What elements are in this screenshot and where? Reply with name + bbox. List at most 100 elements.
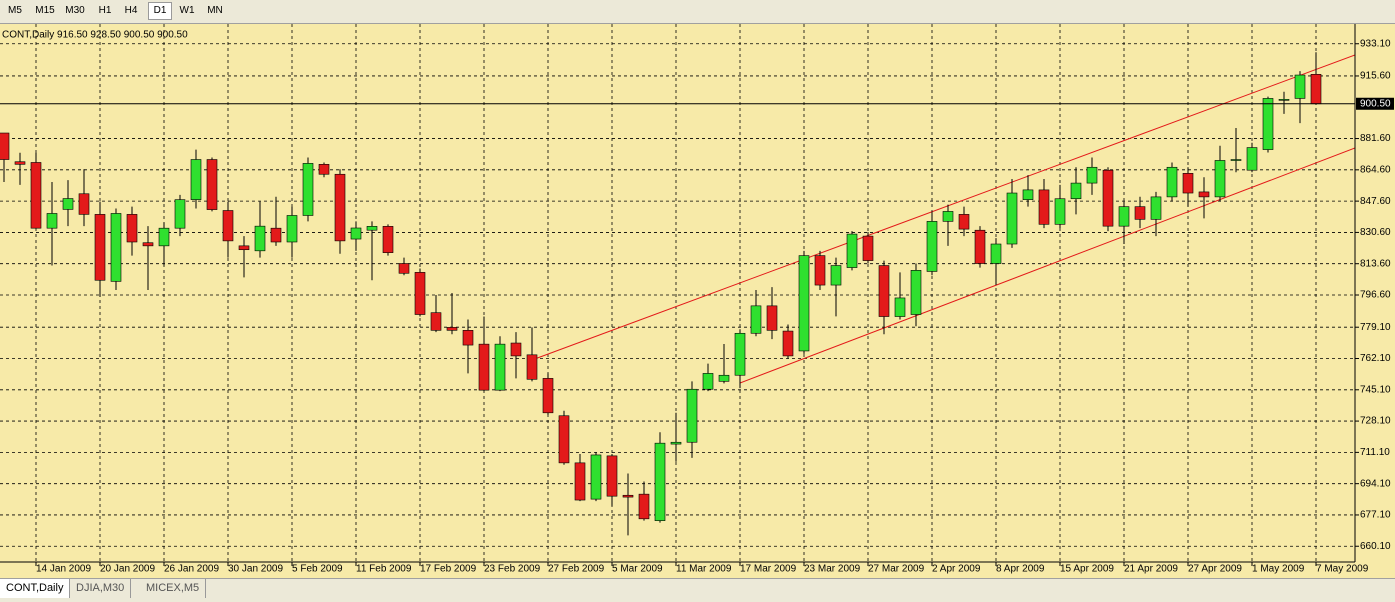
plot bbox=[0, 52, 1355, 536]
timeframe-toolbar: M5 M15 M30 H1 H4 D1 W1 MN bbox=[0, 0, 1395, 24]
candle-body bbox=[990, 243, 1002, 264]
y-tick-label: 864.60 bbox=[1360, 164, 1391, 175]
x-tick-label: 7 May 2009 bbox=[1316, 564, 1369, 575]
candle-body bbox=[1278, 99, 1290, 101]
candle-body bbox=[62, 198, 74, 210]
candle-body bbox=[846, 233, 858, 268]
candle-body bbox=[1022, 189, 1034, 200]
trend-line bbox=[531, 54, 1355, 361]
chart-tab[interactable]: DJIA,M30 bbox=[70, 579, 132, 598]
timeframe-button[interactable]: H4 bbox=[124, 5, 138, 16]
x-tick-label: 5 Feb 2009 bbox=[292, 564, 343, 575]
candle-body bbox=[238, 245, 250, 251]
candle-body bbox=[718, 374, 730, 382]
x-tick-label: 8 Apr 2009 bbox=[996, 564, 1045, 575]
y-tick-label: 728.10 bbox=[1360, 416, 1391, 427]
candle-body bbox=[942, 211, 954, 222]
y-tick-label: 933.10 bbox=[1360, 38, 1391, 49]
y-tick-label: 762.10 bbox=[1360, 353, 1391, 364]
candle-body bbox=[414, 272, 426, 315]
x-tick-label: 27 Apr 2009 bbox=[1188, 564, 1242, 575]
candle-body bbox=[1246, 147, 1258, 171]
candle-body bbox=[126, 214, 138, 243]
y-tick-label: 813.60 bbox=[1360, 258, 1391, 269]
candle-body bbox=[926, 221, 938, 272]
candle-body bbox=[446, 327, 458, 331]
candle-body bbox=[110, 213, 122, 282]
x-tick-label: 5 Mar 2009 bbox=[612, 564, 663, 575]
timeframe-button[interactable]: W1 bbox=[179, 5, 195, 16]
x-tick-label: 27 Feb 2009 bbox=[548, 564, 605, 575]
x-tick-label: 17 Feb 2009 bbox=[420, 564, 477, 575]
candle-body bbox=[286, 215, 298, 243]
y-tick-label: 745.10 bbox=[1360, 384, 1391, 395]
candle-body bbox=[622, 494, 634, 498]
candle-body bbox=[734, 332, 746, 376]
candle-body bbox=[1118, 206, 1130, 227]
candle-body bbox=[254, 225, 266, 252]
candle-body bbox=[270, 227, 282, 243]
candle-body bbox=[638, 493, 650, 520]
candle-body bbox=[574, 462, 586, 501]
candle-body bbox=[1102, 169, 1114, 227]
price-marker bbox=[1356, 97, 1394, 110]
x-tick-label: 27 Mar 2009 bbox=[868, 564, 925, 575]
candle-body bbox=[1038, 189, 1050, 225]
candle-body bbox=[94, 214, 106, 281]
candle-body bbox=[798, 255, 810, 352]
x-tick-label: 11 Feb 2009 bbox=[356, 564, 412, 575]
x-tick-label: 21 Apr 2009 bbox=[1124, 564, 1178, 575]
timeframe-button[interactable]: D1 bbox=[148, 2, 172, 20]
timeframe-button[interactable]: M15 bbox=[35, 5, 55, 16]
x-tick-label: 14 Jan 2009 bbox=[36, 564, 91, 575]
y-tick-label: 847.60 bbox=[1360, 196, 1391, 207]
timeframe-button[interactable]: M5 bbox=[8, 5, 22, 16]
chart-background bbox=[0, 24, 1395, 578]
candle-body bbox=[318, 164, 330, 175]
chart-tab[interactable]: MICEX,M5 bbox=[140, 579, 207, 598]
timeframe-button[interactable]: H1 bbox=[98, 5, 112, 16]
candle-body bbox=[222, 210, 234, 242]
candle-body bbox=[46, 213, 58, 229]
chart-header: CONT,Daily 916.50 928.50 900.50 900.50 bbox=[2, 30, 188, 41]
candle-body bbox=[1214, 160, 1226, 198]
candle-body bbox=[974, 229, 986, 264]
candle-body bbox=[30, 162, 42, 229]
candle-body bbox=[750, 305, 762, 334]
timeframe-button[interactable]: M30 bbox=[65, 5, 85, 16]
x-tick-label: 15 Apr 2009 bbox=[1060, 564, 1114, 575]
candle-body bbox=[894, 297, 906, 317]
x-tick-label: 17 Mar 2009 bbox=[740, 564, 797, 575]
chart-tabs: CONT,Daily DJIA,M30 MICEX,M5 bbox=[0, 578, 1395, 602]
candle-body bbox=[478, 343, 490, 391]
candle-body bbox=[862, 235, 874, 261]
x-tick-label: 30 Jan 2009 bbox=[228, 564, 283, 575]
candle-body bbox=[462, 330, 474, 346]
timeframe-button[interactable]: MN bbox=[207, 5, 223, 16]
candle-body bbox=[654, 442, 666, 521]
candle-body bbox=[1070, 182, 1082, 200]
candle-body bbox=[1134, 206, 1146, 220]
chart-tab[interactable]: CONT,Daily bbox=[0, 579, 71, 598]
candle-body bbox=[14, 161, 26, 165]
y-tick-label: 915.60 bbox=[1360, 71, 1391, 82]
candle-body bbox=[302, 163, 314, 216]
candle-body bbox=[334, 173, 346, 242]
candle-body bbox=[1198, 191, 1210, 198]
candle-body bbox=[782, 330, 794, 357]
y-tick-label: 881.60 bbox=[1360, 133, 1391, 144]
candle-body bbox=[814, 255, 826, 286]
candle-body bbox=[830, 265, 842, 286]
y-tick-label: 711.10 bbox=[1360, 447, 1390, 458]
candle-body bbox=[0, 132, 10, 160]
candle-body bbox=[590, 454, 602, 500]
candle-body bbox=[1166, 166, 1178, 198]
trend-line bbox=[739, 147, 1355, 384]
candle-body bbox=[766, 305, 778, 331]
candle-body bbox=[526, 354, 538, 380]
candle-body bbox=[366, 226, 378, 231]
candle-body bbox=[558, 415, 570, 464]
y-tick-label: 830.60 bbox=[1360, 227, 1391, 238]
candle-body bbox=[494, 343, 506, 391]
candle-body bbox=[78, 193, 90, 215]
